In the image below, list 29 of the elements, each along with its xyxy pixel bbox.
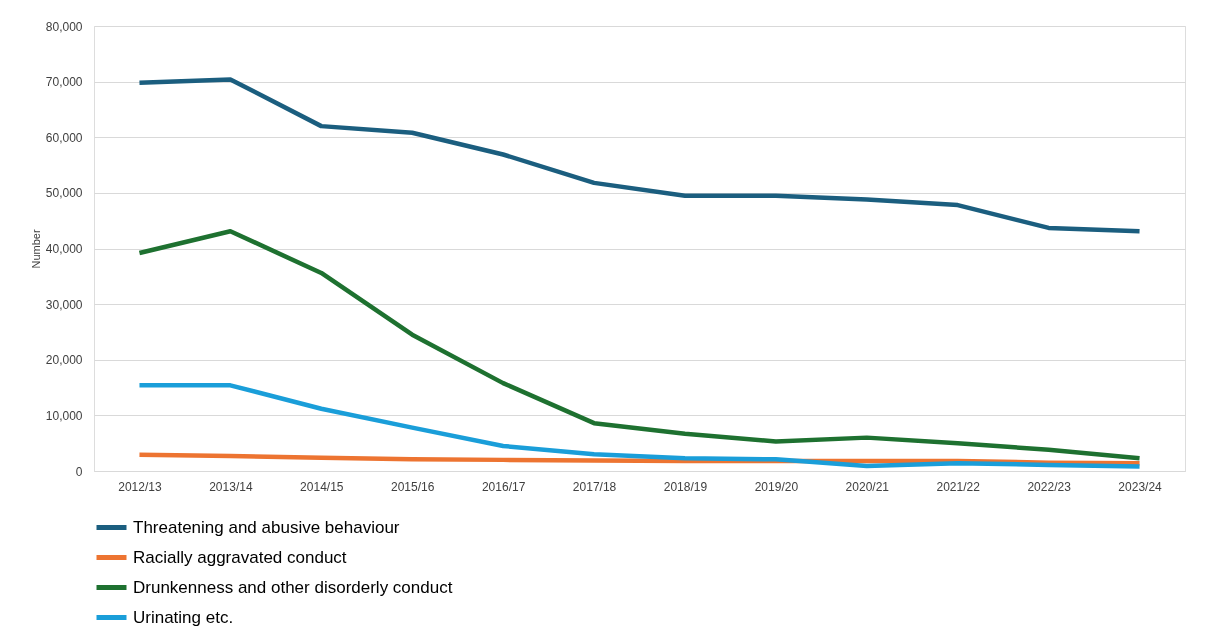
y-tick-label: 50,000	[45, 186, 83, 201]
legend-label: Threatening and abusive behaviour	[133, 517, 400, 537]
legend-label: Urinating etc.	[133, 607, 234, 627]
y-tick-label: 20,000	[45, 353, 83, 368]
x-tick-label: 2013/14	[209, 479, 253, 494]
legend-label: Drunkenness and other disorderly conduct	[133, 577, 453, 597]
line-series	[137, 383, 1142, 469]
x-tick-label: 2021/22	[936, 479, 981, 494]
legend-label: Racially aggravated conduct	[133, 547, 347, 567]
y-tick-label: 10,000	[45, 408, 83, 423]
y-axis-title: Number	[29, 229, 42, 269]
y-tick-label: 30,000	[45, 297, 83, 312]
x-tick-label: 2019/20	[754, 479, 799, 494]
x-tick-label: 2012/13	[118, 479, 162, 494]
x-tick-label: 2022/23	[1027, 479, 1072, 494]
x-tick-label: 2014/15	[300, 479, 344, 494]
y-tick-label: 80,000	[45, 19, 83, 34]
y-tick-label: 60,000	[45, 130, 83, 145]
line-series	[137, 229, 1142, 461]
x-tick-label: 2018/19	[663, 479, 708, 494]
x-tick-label: 2017/18	[572, 479, 617, 494]
y-tick-label: 0	[75, 464, 83, 479]
y-tick-label: 70,000	[45, 75, 83, 90]
x-tick-label: 2023/24	[1118, 479, 1163, 494]
x-tick-label: 2015/16	[391, 479, 435, 494]
y-tick-label: 40,000	[45, 242, 83, 256]
line-series	[137, 77, 1142, 234]
x-tick-label: 2020/21	[845, 479, 890, 494]
x-tick-label: 2016/17	[481, 479, 526, 494]
